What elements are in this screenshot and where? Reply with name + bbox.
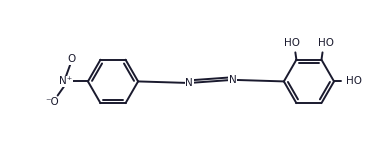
Text: HO: HO (284, 38, 300, 48)
Text: HO: HO (318, 38, 334, 48)
Text: HO: HO (346, 76, 362, 86)
Text: ⁻O: ⁻O (45, 97, 59, 107)
Text: N: N (185, 78, 193, 88)
Text: N: N (229, 75, 237, 85)
Text: O: O (67, 54, 75, 64)
Text: N⁺: N⁺ (59, 76, 73, 86)
